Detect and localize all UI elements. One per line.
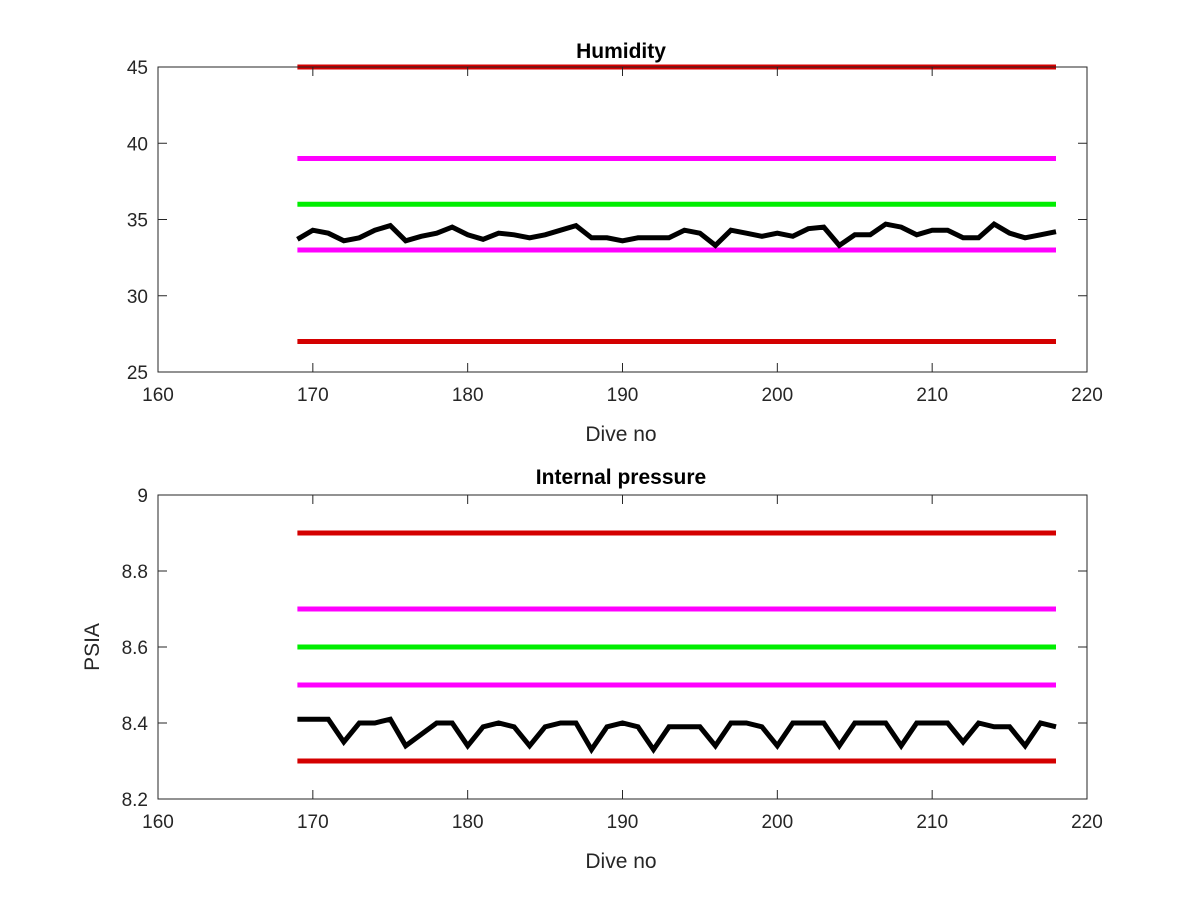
humidity-axes: Humidity 160 170 180 190 200 210 220 25 30 35 40 45… [127, 40, 1103, 446]
pressure-y-tick-label: 8.8 [122, 562, 148, 583]
pressure-x-tick-label: 180 [452, 812, 484, 833]
pressure-x-tick-label: 210 [916, 812, 948, 833]
humidity-x-tick-label: 190 [607, 385, 639, 406]
humidity-y-tick-label: 25 [127, 363, 148, 384]
humidity-x-tick-label: 160 [142, 385, 174, 406]
pressure-y-tick-label: 9 [137, 486, 148, 507]
pressure-x-tick-label: 200 [761, 812, 793, 833]
pressure-x-tick-label: 220 [1071, 812, 1103, 833]
humidity-x-tick-label: 170 [297, 385, 329, 406]
humidity-y-tick-label: 35 [127, 211, 148, 232]
humidity-y-tick-label: 40 [127, 134, 148, 155]
pressure-ticks: 160 170 180 190 200 210 220 8.2 8.4 8.6 8.8 9 [122, 486, 1103, 833]
humidity-ticks: 160 170 180 190 200 210 220 25 30 35 40 45 [127, 58, 1103, 406]
humidity-x-tick-label: 220 [1071, 385, 1103, 406]
humidity-y-tick-label: 45 [127, 58, 148, 79]
pressure-x-tick-label: 160 [142, 812, 174, 833]
humidity-x-tick-label: 200 [761, 385, 793, 406]
pressure-axes: Internal pressure 160 170 180 190 200 210 220 8… [81, 466, 1103, 873]
humidity-x-tick-label: 210 [916, 385, 948, 406]
humidity-title: Humidity [576, 40, 666, 63]
pressure-y-tick-label: 8.2 [122, 790, 148, 811]
humidity-x-axis-label: Dive no [585, 423, 656, 446]
pressure-x-tick-label: 190 [607, 812, 639, 833]
pressure-plot-area [297, 530, 1057, 764]
pressure-y-tick-label: 8.4 [122, 714, 149, 735]
humidity-y-tick-label: 30 [127, 287, 148, 308]
pressure-title: Internal pressure [536, 466, 706, 489]
pressure-series-measured-line [297, 716, 1057, 755]
pressure-y-tick-label: 8.6 [122, 638, 148, 659]
humidity-series-measured-line [296, 221, 1057, 249]
pressure-x-tick-label: 170 [297, 812, 329, 833]
pressure-y-axis-label: PSIA [81, 623, 104, 671]
pressure-x-axis-label: Dive no [585, 850, 656, 873]
humidity-x-tick-label: 180 [452, 385, 484, 406]
